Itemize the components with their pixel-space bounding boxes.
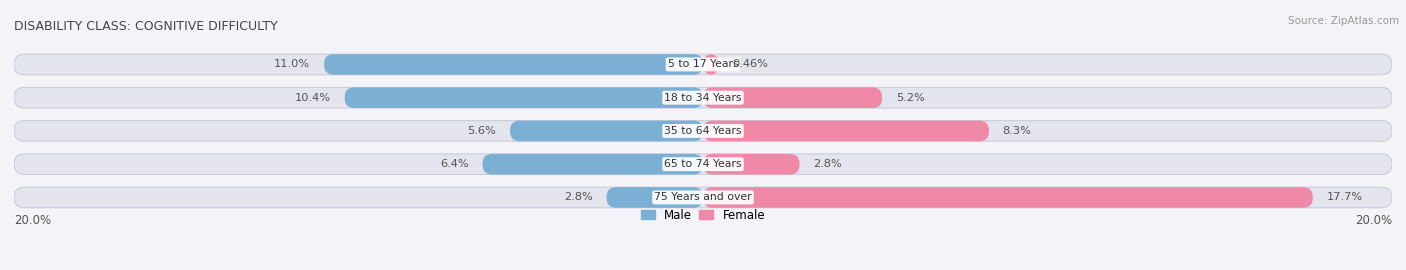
Text: 5.2%: 5.2%: [896, 93, 925, 103]
Text: 8.3%: 8.3%: [1002, 126, 1032, 136]
Text: 75 Years and over: 75 Years and over: [654, 193, 752, 202]
FancyBboxPatch shape: [14, 87, 1392, 108]
Text: 35 to 64 Years: 35 to 64 Years: [664, 126, 742, 136]
Text: DISABILITY CLASS: COGNITIVE DIFFICULTY: DISABILITY CLASS: COGNITIVE DIFFICULTY: [14, 20, 278, 33]
FancyBboxPatch shape: [606, 187, 703, 208]
FancyBboxPatch shape: [14, 187, 1392, 208]
Text: 2.8%: 2.8%: [813, 159, 842, 169]
FancyBboxPatch shape: [14, 54, 1392, 75]
Text: 20.0%: 20.0%: [14, 214, 51, 227]
Text: Source: ZipAtlas.com: Source: ZipAtlas.com: [1288, 16, 1399, 26]
Text: 20.0%: 20.0%: [1355, 214, 1392, 227]
FancyBboxPatch shape: [14, 121, 1392, 141]
Text: 0.46%: 0.46%: [733, 59, 769, 69]
FancyBboxPatch shape: [482, 154, 703, 174]
Text: 5.6%: 5.6%: [468, 126, 496, 136]
FancyBboxPatch shape: [703, 121, 988, 141]
FancyBboxPatch shape: [14, 154, 1392, 174]
FancyBboxPatch shape: [344, 87, 703, 108]
FancyBboxPatch shape: [703, 187, 1313, 208]
Text: 2.8%: 2.8%: [564, 193, 593, 202]
Text: 10.4%: 10.4%: [295, 93, 330, 103]
Legend: Male, Female: Male, Female: [636, 204, 770, 226]
FancyBboxPatch shape: [703, 87, 882, 108]
FancyBboxPatch shape: [703, 54, 718, 75]
FancyBboxPatch shape: [510, 121, 703, 141]
Text: 5 to 17 Years: 5 to 17 Years: [668, 59, 738, 69]
Text: 18 to 34 Years: 18 to 34 Years: [664, 93, 742, 103]
Text: 6.4%: 6.4%: [440, 159, 468, 169]
FancyBboxPatch shape: [703, 154, 800, 174]
Text: 17.7%: 17.7%: [1326, 193, 1362, 202]
Text: 11.0%: 11.0%: [274, 59, 311, 69]
FancyBboxPatch shape: [323, 54, 703, 75]
Text: 65 to 74 Years: 65 to 74 Years: [664, 159, 742, 169]
